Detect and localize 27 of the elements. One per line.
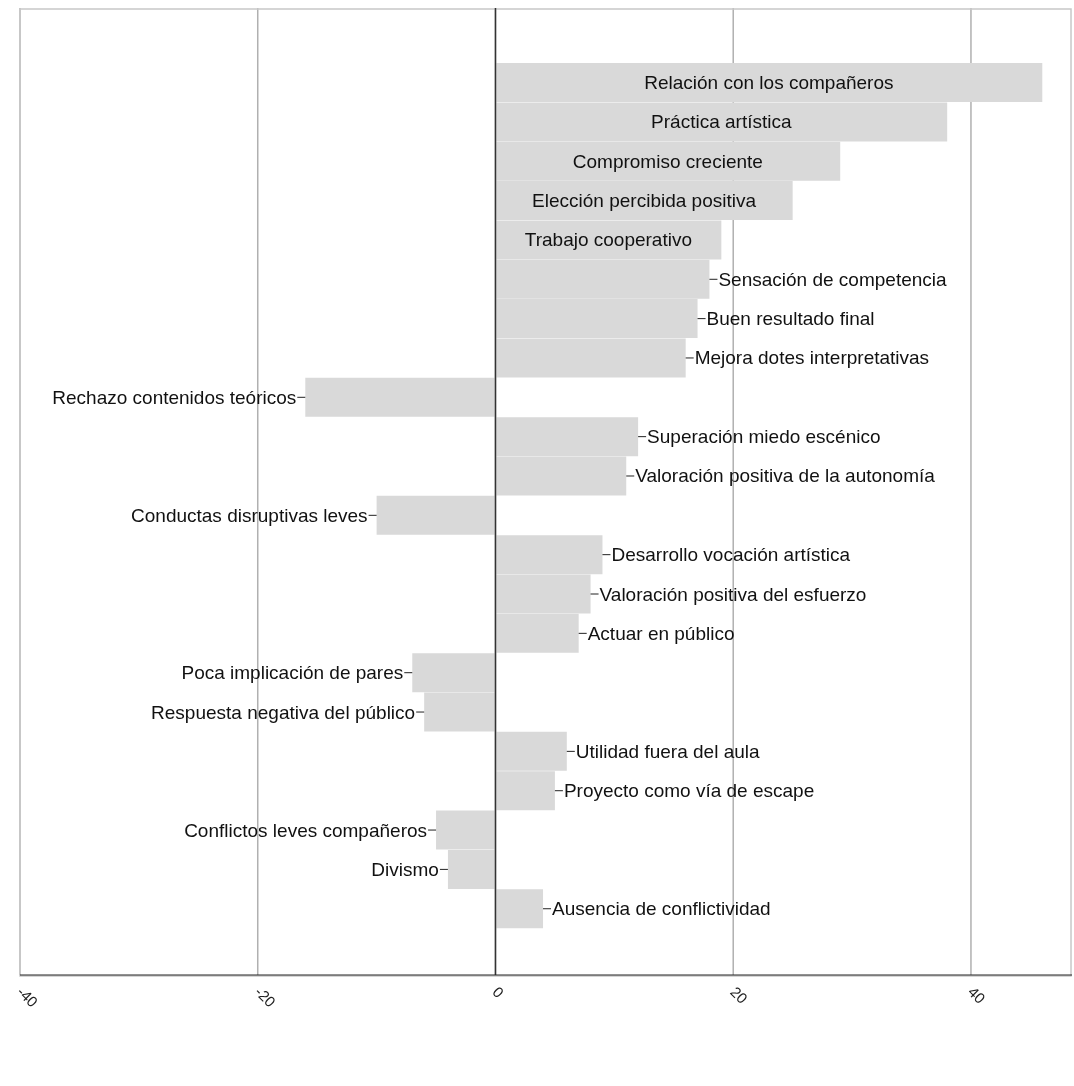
x-tick-label: 40: [964, 982, 989, 1007]
y-tick-label: Conflictos leves compañeros: [184, 819, 428, 841]
y-tick-label: Valoración positiva de la autonomía: [635, 465, 936, 487]
x-tick-label: 20: [727, 982, 752, 1007]
y-tick-label: Divismo: [371, 858, 439, 880]
y-tick-label: Sensación de competencia: [718, 268, 948, 290]
y-tick-label: Superación miedo escénico: [647, 426, 881, 448]
y-tick-label: Trabajo cooperativo: [524, 229, 693, 251]
y-tick-label: Mejora dotes interpretativas: [694, 347, 930, 369]
y-tick-label: Valoración positiva del esfuerzo: [599, 583, 867, 605]
y-tick-label: Ausencia de conflictividad: [552, 898, 771, 920]
y-tick-label: Conductas disruptivas leves: [131, 504, 368, 526]
y-tick-label: Proyecto como vía de escape: [563, 780, 815, 802]
y-tick-label: Relación con los compañeros: [644, 72, 894, 94]
y-tick-label: Actuar en público: [587, 622, 735, 644]
x-tick-label: 0: [489, 982, 508, 1001]
y-tick-label: Poca implicación de pares: [181, 662, 404, 684]
y-tick-label: Práctica artística: [651, 111, 792, 133]
y-tick-label: Elección percibida positiva: [532, 190, 757, 212]
y-tick-label: Respuesta negativa del público: [151, 701, 416, 723]
y-tick-label: Utilidad fuera del aula: [575, 740, 761, 762]
x-tick-label: -20: [251, 982, 280, 1011]
y-tick-label: Buen resultado final: [706, 308, 875, 330]
y-tick-label: Desarrollo vocación artística: [611, 544, 851, 566]
y-tick-label: Rechazo contenidos teóricos: [52, 386, 297, 408]
x-tick-label: -40: [13, 982, 42, 1011]
y-tick-label: Compromiso creciente: [572, 150, 763, 172]
